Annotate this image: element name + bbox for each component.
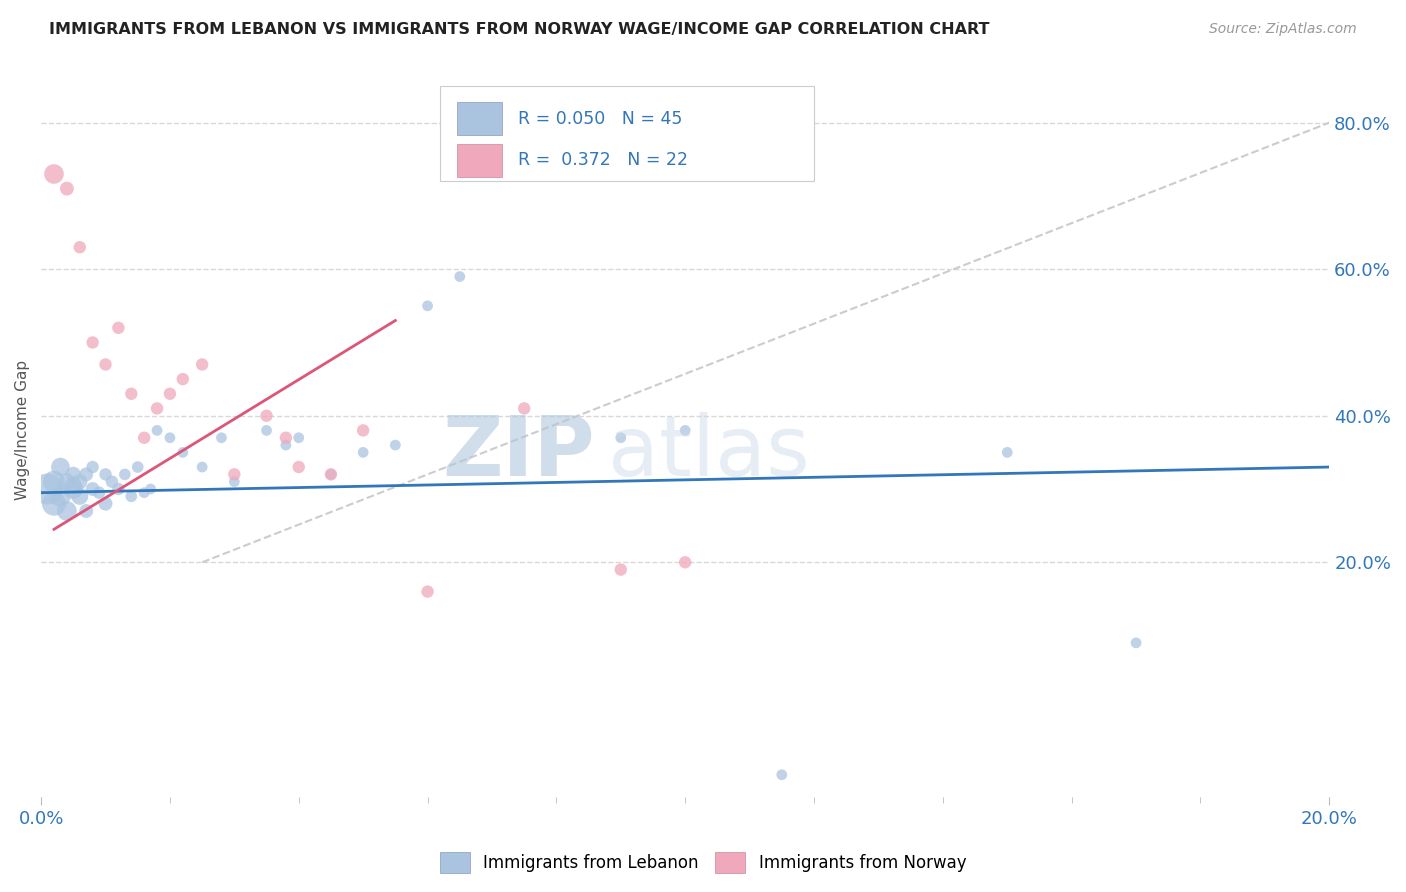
Point: [256, 424, 278, 438]
Point: [42, 497, 65, 511]
Legend: Immigrants from Lebanon, Immigrants from Norway: Immigrants from Lebanon, Immigrants from…: [433, 846, 973, 880]
Point: [319, 467, 342, 482]
Point: [120, 489, 142, 503]
Point: [673, 555, 696, 569]
Point: [49, 489, 72, 503]
Point: [134, 485, 156, 500]
Point: [159, 431, 181, 445]
Point: [56, 504, 79, 518]
Point: [94, 467, 117, 482]
Point: [94, 358, 117, 372]
Point: [87, 485, 110, 500]
Point: [82, 335, 104, 350]
Point: [673, 424, 696, 438]
Text: R = 0.050   N = 45: R = 0.050 N = 45: [517, 110, 682, 128]
Point: [610, 431, 633, 445]
Point: [384, 438, 406, 452]
Point: [62, 467, 84, 482]
Point: [94, 497, 117, 511]
Point: [172, 445, 194, 459]
Point: [287, 460, 309, 475]
Point: [37, 482, 59, 496]
Point: [101, 475, 124, 489]
Point: [146, 401, 169, 416]
Point: [416, 584, 439, 599]
Point: [191, 460, 214, 475]
Point: [69, 489, 91, 503]
Point: [191, 358, 214, 372]
Point: [75, 467, 97, 482]
Point: [513, 401, 536, 416]
Point: [134, 431, 156, 445]
Point: [319, 467, 342, 482]
Point: [107, 321, 129, 335]
Point: [211, 431, 233, 445]
Point: [62, 478, 84, 492]
Point: [127, 460, 149, 475]
FancyBboxPatch shape: [440, 86, 814, 181]
FancyBboxPatch shape: [457, 144, 502, 177]
Point: [352, 445, 374, 459]
Point: [82, 460, 104, 475]
Point: [274, 431, 297, 445]
Point: [416, 299, 439, 313]
Point: [256, 409, 278, 423]
Point: [770, 768, 793, 782]
Y-axis label: Wage/Income Gap: Wage/Income Gap: [15, 360, 30, 500]
Text: IMMIGRANTS FROM LEBANON VS IMMIGRANTS FROM NORWAY WAGE/INCOME GAP CORRELATION CH: IMMIGRANTS FROM LEBANON VS IMMIGRANTS FR…: [49, 22, 990, 37]
Point: [139, 482, 162, 496]
Text: ZIP: ZIP: [443, 412, 595, 493]
Point: [146, 424, 169, 438]
Point: [62, 482, 84, 496]
Point: [69, 475, 91, 489]
Point: [352, 424, 374, 438]
Point: [995, 445, 1018, 459]
Point: [120, 386, 142, 401]
Point: [159, 386, 181, 401]
Point: [42, 167, 65, 181]
Point: [1125, 636, 1147, 650]
Point: [75, 504, 97, 518]
Point: [69, 240, 91, 254]
Text: atlas: atlas: [607, 412, 810, 493]
Point: [274, 438, 297, 452]
Point: [49, 460, 72, 475]
Point: [56, 181, 79, 195]
Text: R =  0.372   N = 22: R = 0.372 N = 22: [517, 151, 688, 169]
Point: [114, 467, 136, 482]
Point: [82, 482, 104, 496]
Point: [107, 482, 129, 496]
Point: [224, 467, 246, 482]
FancyBboxPatch shape: [457, 103, 502, 136]
Point: [42, 475, 65, 489]
Point: [287, 431, 309, 445]
Point: [172, 372, 194, 386]
Text: Source: ZipAtlas.com: Source: ZipAtlas.com: [1209, 22, 1357, 37]
Point: [449, 269, 471, 284]
Point: [224, 475, 246, 489]
Point: [610, 563, 633, 577]
Point: [56, 475, 79, 489]
